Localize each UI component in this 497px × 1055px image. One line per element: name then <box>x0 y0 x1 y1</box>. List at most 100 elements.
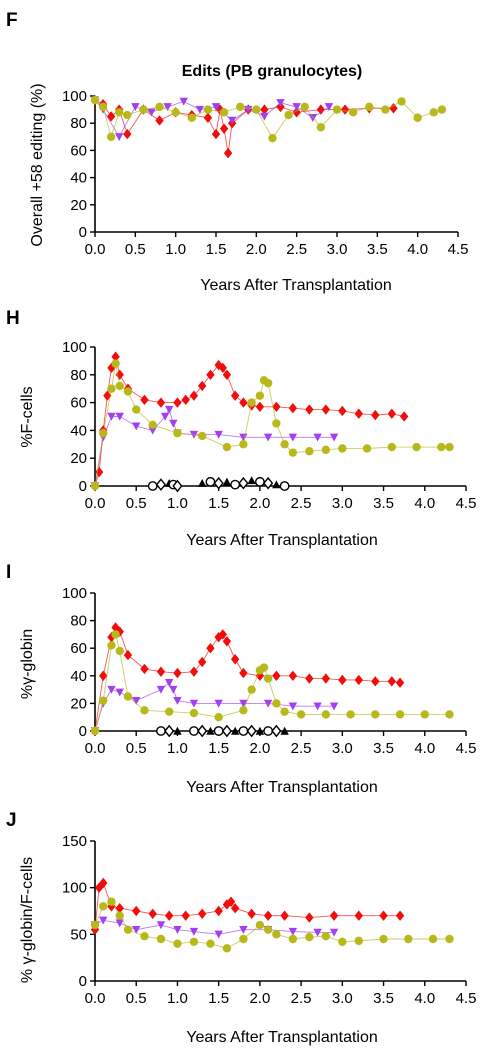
data-point <box>173 397 182 408</box>
data-point <box>280 707 289 716</box>
data-point <box>420 710 429 719</box>
data-point <box>156 921 166 930</box>
data-point <box>131 103 140 112</box>
data-point <box>148 420 157 430</box>
y-tick-label: 20 <box>70 450 87 467</box>
data-point <box>404 934 413 944</box>
data-point <box>197 656 207 668</box>
x-tick-label: 4.0 <box>414 495 435 512</box>
data-point <box>255 670 265 681</box>
data-point <box>123 925 133 934</box>
x-tick-label: 3.0 <box>327 241 348 258</box>
data-point <box>260 104 269 115</box>
panel-letter: J <box>6 810 17 831</box>
data-point <box>132 905 141 917</box>
data-point <box>288 433 298 442</box>
data-point <box>321 673 331 684</box>
data-point <box>272 670 281 681</box>
x-tick-label: 0.0 <box>85 241 106 258</box>
data-point <box>387 676 396 687</box>
data-point <box>222 944 232 953</box>
data-point <box>338 444 347 453</box>
panel-letter: H <box>6 308 20 329</box>
data-point <box>106 132 116 141</box>
data-point <box>189 666 199 677</box>
data-point <box>371 676 380 687</box>
panel-f: F Edits (PB granulocytes) Overall +58 ed… <box>6 10 468 294</box>
data-point <box>173 925 182 934</box>
y-axis-label: %F-cells <box>19 386 36 447</box>
data-point <box>329 928 339 937</box>
data-point <box>321 445 331 455</box>
data-point <box>214 430 223 439</box>
x-tick-label: 2.0 <box>249 495 270 512</box>
series-2 <box>90 897 454 953</box>
y-tick-label: 100 <box>62 88 87 105</box>
data-point <box>324 103 334 112</box>
data-point <box>288 934 298 944</box>
data-point <box>354 936 364 946</box>
data-point <box>214 699 223 708</box>
data-point <box>147 481 158 491</box>
data-point <box>195 105 205 114</box>
data-point <box>99 428 108 438</box>
data-point <box>115 133 124 141</box>
x-tick-label: 1.0 <box>167 495 188 512</box>
data-point <box>163 103 172 112</box>
data-point <box>395 710 405 719</box>
data-point <box>354 910 364 921</box>
data-point <box>292 103 301 112</box>
y-tick-label: 40 <box>70 422 87 439</box>
x-axis-label: Years After Transplantation <box>186 779 378 796</box>
data-point <box>156 397 166 408</box>
data-point <box>259 663 269 672</box>
data-point <box>139 105 148 114</box>
data-point <box>211 128 221 140</box>
x-tick-label: 2.5 <box>291 740 312 757</box>
data-point <box>219 108 229 117</box>
data-point <box>272 419 281 428</box>
series-line <box>94 99 443 140</box>
data-point <box>214 713 223 722</box>
data-point <box>148 426 157 435</box>
x-tick-label: 2.5 <box>291 495 312 512</box>
data-point <box>263 378 273 388</box>
x-tick-label: 2.0 <box>246 241 267 258</box>
data-point <box>189 726 199 736</box>
data-point <box>389 103 398 114</box>
x-tick-label: 4.5 <box>448 241 469 258</box>
series-line <box>94 882 401 930</box>
data-point <box>147 108 156 117</box>
y-tick-label: 150 <box>62 833 87 850</box>
data-point <box>239 699 248 708</box>
data-point <box>230 390 240 401</box>
data-point <box>213 476 224 490</box>
x-tick-label: 0.5 <box>126 990 147 1007</box>
panel-letter: F <box>6 10 18 31</box>
data-point <box>255 401 265 412</box>
data-point <box>227 116 237 125</box>
data-point <box>173 726 182 735</box>
data-point <box>173 939 182 948</box>
data-point <box>255 391 265 400</box>
series-0 <box>90 877 405 935</box>
data-point <box>223 147 233 159</box>
data-point <box>173 696 182 705</box>
data-point <box>181 394 190 406</box>
data-point <box>98 102 108 112</box>
data-point <box>222 477 232 486</box>
y-tick-label: 0 <box>79 224 87 241</box>
data-point <box>197 908 207 919</box>
data-point <box>428 934 438 944</box>
data-point <box>238 726 249 736</box>
data-point <box>206 726 215 735</box>
data-point <box>395 910 405 921</box>
data-point <box>268 133 277 143</box>
data-point <box>123 387 133 396</box>
data-point <box>296 710 306 719</box>
y-tick-label: 0 <box>79 973 87 990</box>
data-point <box>107 897 116 906</box>
data-point <box>308 114 317 122</box>
panel-h: H %F-cells Years After Transplantation 0… <box>6 308 476 549</box>
data-point <box>321 932 331 941</box>
